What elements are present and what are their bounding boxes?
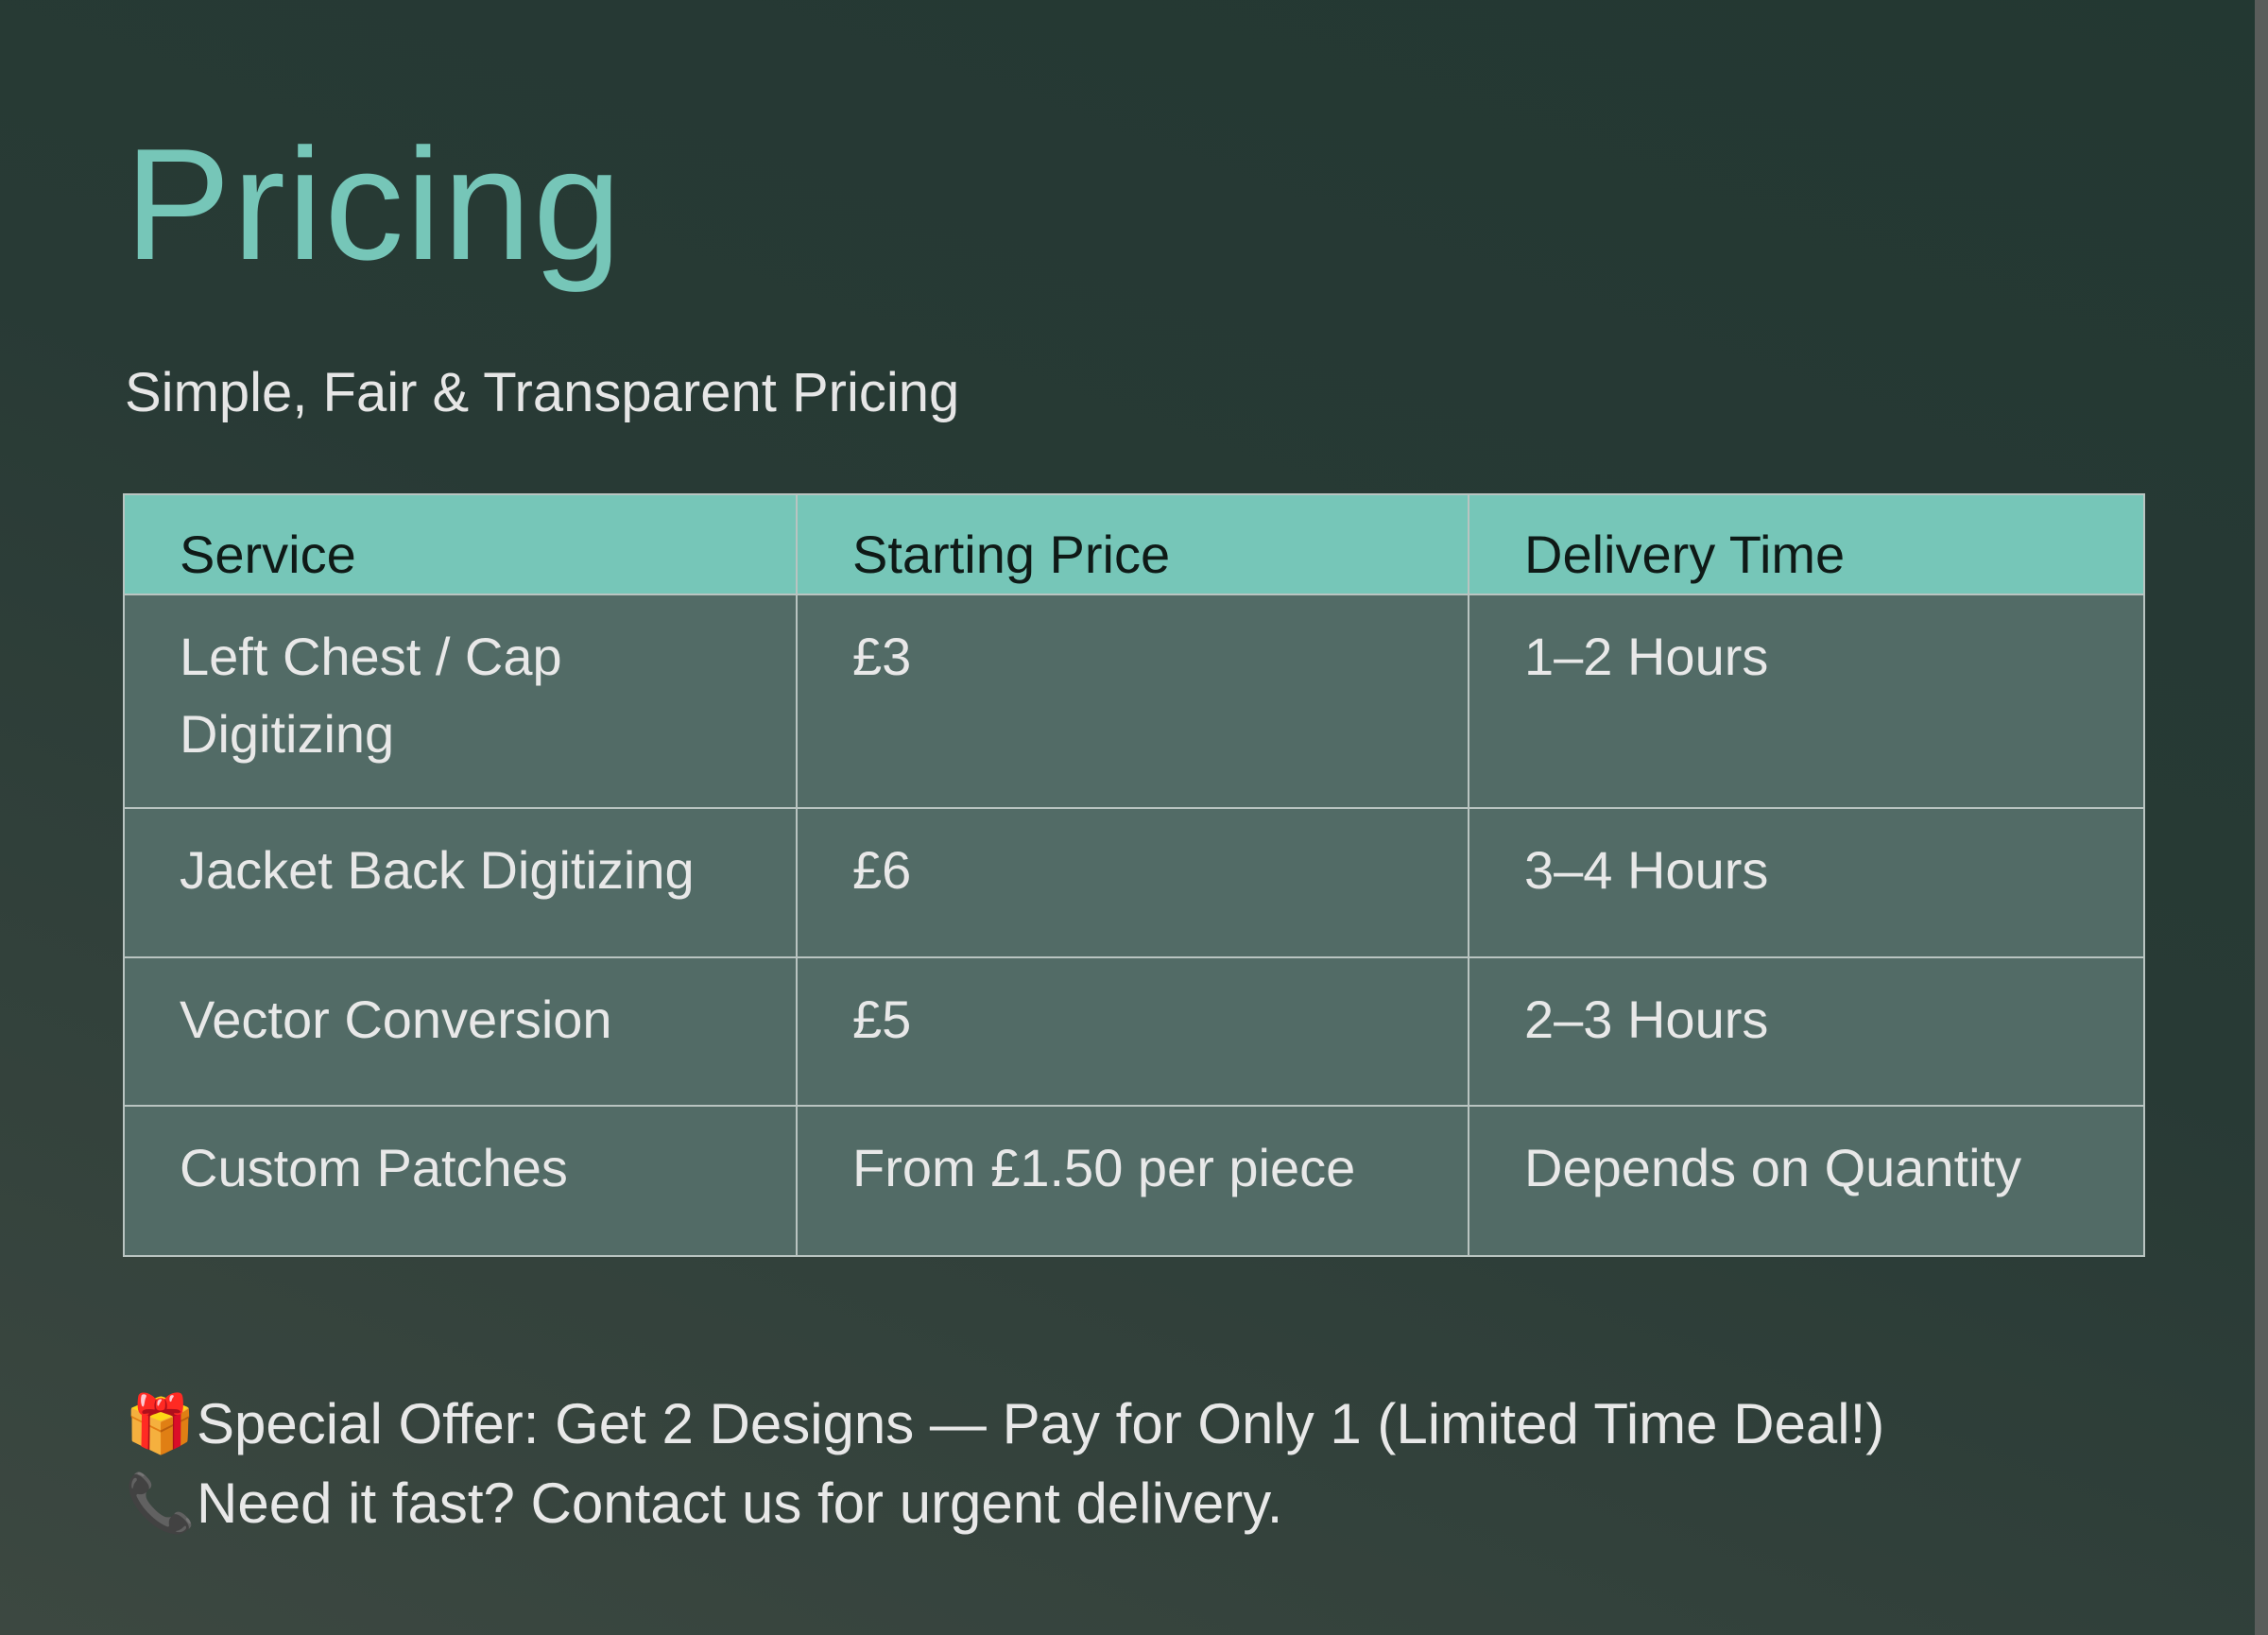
header-service: Service (123, 493, 798, 595)
page-title: Pricing (125, 115, 624, 293)
table-row: Custom Patches From £1.50 per piece Depe… (123, 1105, 2145, 1257)
cell-service: Jacket Back Digitizing (123, 807, 798, 958)
page-subtitle: Simple, Fair & Transparent Pricing (125, 362, 960, 423)
table-row: Left Chest / Cap Digitizing £3 1–2 Hours (123, 594, 2145, 809)
urgent-delivery-text: Need it fast? Contact us for urgent deli… (197, 1472, 1283, 1535)
cell-price: £3 (796, 594, 1469, 809)
header-starting-price: Starting Price (796, 493, 1469, 595)
cell-price: From £1.50 per piece (796, 1105, 1469, 1257)
telephone-icon: 📞 (125, 1472, 196, 1535)
cell-service: Custom Patches (123, 1105, 798, 1257)
header-delivery-time: Delivery Time (1468, 493, 2145, 595)
table-row: Jacket Back Digitizing £6 3–4 Hours (123, 807, 2145, 958)
gift-icon: 🎁 (125, 1392, 196, 1455)
cell-delivery: 2–3 Hours (1468, 956, 2145, 1107)
window-edge (2255, 0, 2268, 1635)
cell-delivery: Depends on Quantity (1468, 1105, 2145, 1257)
cell-service: Vector Conversion (123, 956, 798, 1107)
table-header-row: Service Starting Price Delivery Time (123, 493, 2145, 595)
cell-delivery: 1–2 Hours (1468, 594, 2145, 809)
urgent-delivery-note: 📞Need it fast? Contact us for urgent del… (125, 1464, 1884, 1543)
special-offer-note: 🎁Special Offer: Get 2 Designs — Pay for … (125, 1385, 1884, 1464)
pricing-table: Service Starting Price Delivery Time Lef… (123, 493, 2145, 1257)
table-row: Vector Conversion £5 2–3 Hours (123, 956, 2145, 1107)
cell-delivery: 3–4 Hours (1468, 807, 2145, 958)
cell-price: £5 (796, 956, 1469, 1107)
special-offer-text: Special Offer: Get 2 Designs — Pay for O… (197, 1392, 1885, 1455)
cell-price: £6 (796, 807, 1469, 958)
notes: 🎁Special Offer: Get 2 Designs — Pay for … (125, 1385, 1884, 1543)
cell-service: Left Chest / Cap Digitizing (123, 594, 798, 809)
